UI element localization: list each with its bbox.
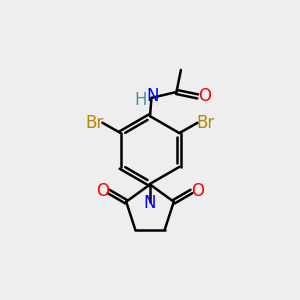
Text: N: N [147, 87, 159, 105]
Text: Br: Br [197, 114, 215, 132]
Text: N: N [144, 194, 156, 212]
Text: O: O [198, 87, 211, 105]
Text: O: O [96, 182, 109, 200]
Text: Br: Br [85, 114, 103, 132]
Text: H: H [134, 91, 146, 109]
Text: O: O [191, 182, 204, 200]
